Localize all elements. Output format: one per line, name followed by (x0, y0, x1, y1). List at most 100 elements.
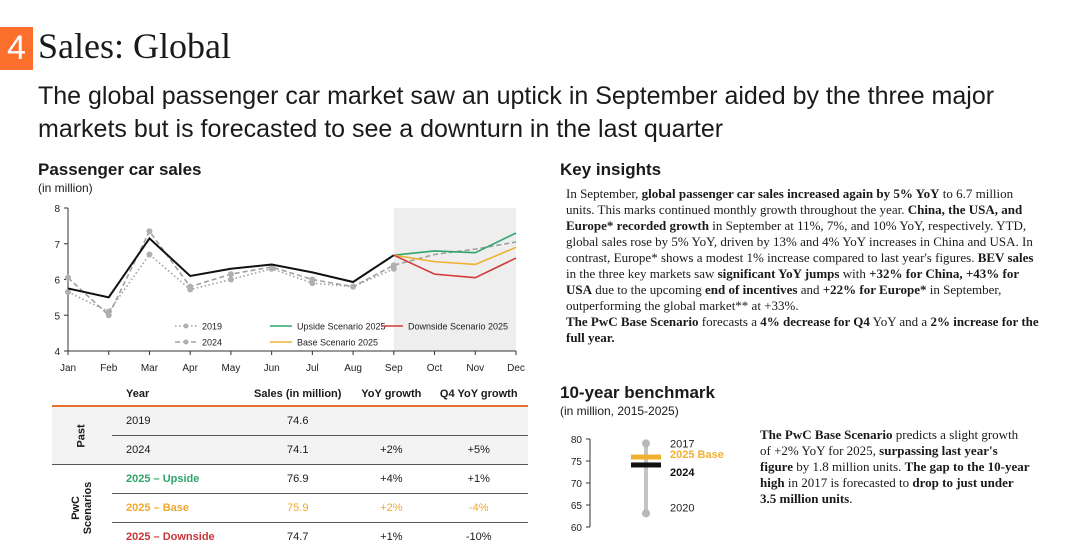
insight-run: end of incentives (705, 282, 797, 297)
cell-q4: -4% (429, 494, 528, 523)
insight-run: significant YoY jumps (718, 266, 840, 281)
chart-subtitle: (in million) (38, 181, 93, 195)
cell-yoy: +4% (353, 465, 429, 494)
legend-label: Downside Scenario 2025 (408, 322, 508, 332)
range-label: 2025 Base (670, 449, 724, 461)
series-line-actual (68, 238, 394, 297)
insight-run: YoY and a (870, 314, 931, 329)
legend-label: 2024 (202, 338, 222, 348)
cell-q4: +1% (429, 465, 528, 494)
y-tick-label: 5 (54, 311, 60, 322)
group-label-past: Past (52, 406, 112, 465)
range-bar-2024 (631, 462, 661, 467)
y-tick-label: 80 (571, 435, 583, 446)
benchmark-run: by 1.8 million units. (793, 459, 905, 474)
table-row: 2025 – Base 75.9 +2% -4% (52, 494, 528, 523)
y-tick-label: 6 (54, 276, 60, 287)
benchmark-run: . (849, 491, 852, 506)
data-point-2019 (146, 251, 152, 257)
data-point-2024 (65, 275, 71, 281)
cell-sales: 75.9 (242, 494, 353, 523)
cell-sales: 74.6 (242, 406, 353, 436)
cell-year: 2025 – Upside (112, 465, 242, 494)
x-tick-label: Mar (141, 363, 159, 374)
legend-label: 2019 (202, 322, 222, 332)
table-row: 2024 74.1 +2% +5% (52, 436, 528, 465)
headline: The global passenger car market saw an u… (38, 80, 1048, 146)
y-tick-label: 75 (571, 457, 583, 468)
insight-run: The PwC Base Scenario (566, 314, 699, 329)
x-tick-label: Oct (427, 363, 443, 374)
cell-q4: -10% (429, 523, 528, 551)
x-tick-label: Aug (344, 363, 362, 374)
cell-q4: +5% (429, 436, 528, 465)
insight-run: BEV sales (978, 250, 1034, 265)
key-insights-text: In September, global passenger car sales… (566, 186, 1044, 346)
legend-label: Upside Scenario 2025 (297, 322, 386, 332)
x-tick-label: Jan (60, 363, 76, 374)
insight-run: In September, (566, 186, 642, 201)
key-insights-paragraph-2: The PwC Base Scenario forecasts a 4% dec… (566, 314, 1044, 346)
y-tick-label: 4 (54, 347, 60, 358)
section-number: 4 (0, 27, 33, 70)
cell-sales: 76.9 (242, 465, 353, 494)
insight-run: with (839, 266, 869, 281)
table-header-q4: Q4 YoY growth (429, 383, 528, 406)
x-tick-label: May (221, 363, 240, 374)
range-label: 2020 (670, 502, 694, 514)
table-header-year: Year (112, 383, 242, 406)
benchmark-title: 10-year benchmark (560, 383, 715, 403)
data-point-2019 (228, 277, 234, 283)
y-tick-label: 70 (571, 479, 583, 490)
y-tick-label: 65 (571, 501, 583, 512)
cell-q4 (429, 406, 528, 436)
group-label-pwc: PwC Scenarios (52, 465, 112, 551)
key-insights-title: Key insights (560, 160, 661, 180)
insight-run: +22% for Europe* (823, 282, 927, 297)
x-tick-label: Jul (306, 363, 319, 374)
table-header-yoy: YoY growth (353, 383, 429, 406)
legend-marker (184, 324, 189, 329)
insight-run: and (797, 282, 822, 297)
insight-run: due to the upcoming (592, 282, 705, 297)
x-tick-label: Nov (466, 363, 484, 374)
data-point-2024 (391, 262, 397, 268)
benchmark-run: in 2017 is forecasted to (785, 475, 913, 490)
insight-run: global passenger car sales increased aga… (642, 186, 940, 201)
insight-run: 4% decrease for Q4 (760, 314, 870, 329)
table-row: PwC Scenarios 2025 – Upside 76.9 +4% +1% (52, 465, 528, 494)
data-point-2024 (187, 284, 193, 290)
insight-run: in the three key markets saw (566, 266, 718, 281)
range-point-2020 (642, 509, 650, 517)
x-tick-label: Sep (385, 363, 403, 374)
page-title: Sales: Global (38, 25, 231, 67)
data-point-2024 (228, 271, 234, 277)
data-point-2024 (146, 228, 152, 234)
cell-year: 2019 (112, 406, 242, 436)
benchmark-subtitle: (in million, 2015-2025) (560, 404, 679, 418)
data-point-2024 (106, 312, 112, 318)
range-label: 2024 (670, 467, 695, 479)
cell-sales: 74.7 (242, 523, 353, 551)
table-row: Past 2019 74.6 (52, 406, 528, 436)
insight-run: forecasts a (699, 314, 761, 329)
table-header-sales: Sales (in million) (242, 383, 353, 406)
data-point-2024 (309, 277, 315, 283)
cell-year: 2024 (112, 436, 242, 465)
x-tick-label: Dec (507, 363, 525, 374)
cell-sales: 74.1 (242, 436, 353, 465)
y-tick-label: 8 (54, 204, 60, 215)
key-insights-paragraph-1: In September, global passenger car sales… (566, 186, 1044, 314)
range-bar-2025-base (631, 455, 661, 460)
y-tick-label: 7 (54, 240, 60, 251)
range-point-2017 (642, 439, 650, 447)
legend-label: Base Scenario 2025 (297, 338, 378, 348)
cell-yoy: +2% (353, 494, 429, 523)
legend-marker (184, 340, 189, 345)
data-point-2024 (350, 284, 356, 290)
table-header-group (52, 383, 112, 406)
benchmark-text: The PwC Base Scenario predicts a slight … (760, 427, 1030, 507)
series-line-2019 (68, 254, 394, 311)
